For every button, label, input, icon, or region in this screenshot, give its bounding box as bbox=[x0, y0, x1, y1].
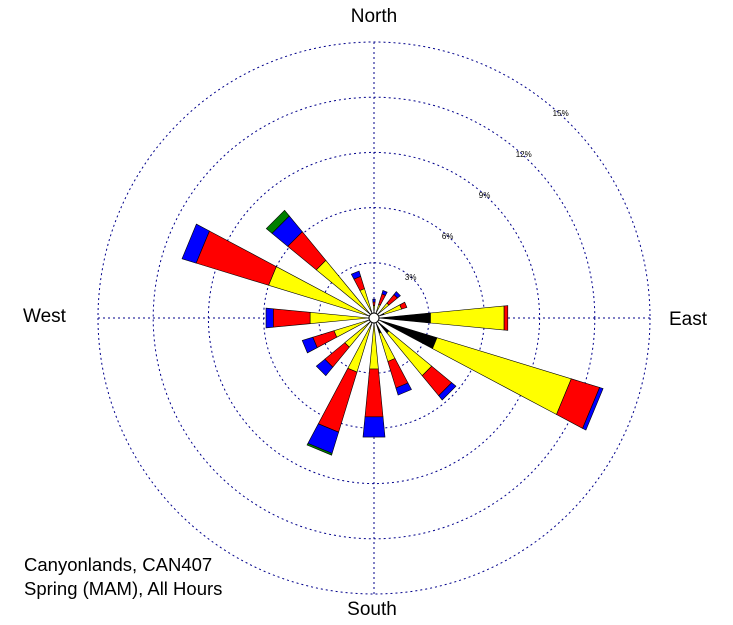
petal-segment bbox=[372, 305, 376, 314]
chart-caption-site: Canyonlands, CAN407 bbox=[24, 554, 213, 575]
petal-segment bbox=[378, 293, 386, 306]
petal-segment bbox=[372, 301, 376, 306]
petal-segment bbox=[503, 305, 509, 331]
ring-label: 12% bbox=[516, 150, 532, 159]
petal-segment bbox=[430, 305, 505, 331]
petal-segment bbox=[272, 308, 311, 328]
petal-segment bbox=[364, 368, 384, 418]
ring-labels: 3% 6% 9% 12% 15% bbox=[405, 109, 569, 282]
petal-segment bbox=[315, 358, 334, 377]
direction-label-west: West bbox=[23, 306, 67, 327]
petal-segment bbox=[265, 209, 290, 234]
petal-segment bbox=[378, 313, 385, 317]
direction-label-south: South bbox=[347, 599, 397, 620]
petal-segment bbox=[195, 230, 277, 286]
petal-segment bbox=[317, 367, 358, 433]
petal-segment bbox=[432, 337, 572, 415]
petal-segment bbox=[399, 301, 408, 310]
direction-label-north: North bbox=[351, 6, 397, 27]
direction-label-east: East bbox=[669, 309, 708, 330]
petal-segment bbox=[395, 382, 412, 396]
petal-segment bbox=[372, 298, 376, 303]
petal-segment bbox=[378, 312, 431, 324]
petal-segment bbox=[350, 270, 362, 280]
petal-segment bbox=[582, 387, 604, 431]
petal-segment bbox=[362, 416, 386, 438]
petal-segment bbox=[181, 223, 210, 264]
petal-segment bbox=[301, 336, 318, 354]
petal-segment bbox=[438, 382, 457, 401]
ring-label: 9% bbox=[479, 191, 491, 200]
chart-caption-period: Spring (MAM), All Hours bbox=[24, 578, 223, 599]
petal-segment bbox=[393, 291, 401, 299]
petal-segment bbox=[387, 358, 409, 389]
ring-label: 6% bbox=[442, 232, 454, 241]
ring-label: 3% bbox=[405, 273, 417, 282]
ring-label: 15% bbox=[553, 109, 569, 118]
petal-segment bbox=[309, 311, 370, 325]
petal-segment bbox=[381, 289, 388, 296]
petal-segment bbox=[369, 322, 379, 370]
petal-segment bbox=[306, 443, 333, 456]
calm-circle bbox=[368, 312, 380, 324]
wind-petals bbox=[181, 209, 604, 456]
petal-segment bbox=[265, 307, 274, 329]
